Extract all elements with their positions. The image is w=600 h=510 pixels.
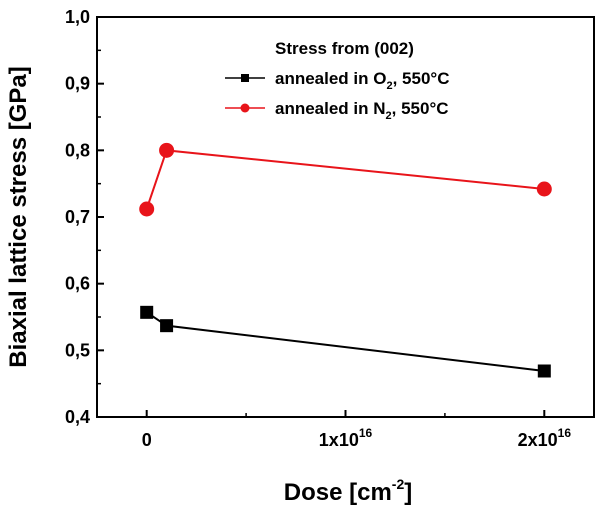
legend-label-o2-post: , 550°C: [393, 69, 450, 88]
x-axis-title-main: Dose [cm: [284, 479, 392, 506]
data-point: [159, 142, 175, 158]
legend-marker-o2: [241, 74, 249, 82]
x-tick-exponent: 16: [558, 426, 572, 440]
legend-marker-n2: [240, 103, 250, 113]
axis-ticks: [97, 16, 546, 418]
y-tick-label: 1,0: [65, 7, 90, 27]
series-lines: [145, 149, 545, 372]
data-point: [139, 201, 155, 217]
x-axis-title: Dose [cm-2]: [284, 476, 413, 506]
x-axis-title-sup: -2: [392, 476, 405, 492]
x-tick-label: 0: [142, 430, 152, 450]
y-tick-label: 0,5: [65, 340, 90, 360]
x-tick-base: 2x10: [518, 430, 558, 450]
x-tick-label: 1x1016: [319, 426, 373, 450]
legend-title: Stress from (002): [275, 39, 414, 58]
y-tick-label: 0,8: [65, 140, 90, 160]
data-point: [537, 364, 551, 378]
data-point: [160, 319, 174, 333]
x-tick-label: 2x1016: [518, 426, 572, 450]
legend-label-o2-pre: annealed in O: [275, 69, 386, 88]
data-point: [140, 305, 154, 319]
legend-label-n2-post: , 550°C: [392, 99, 449, 118]
y-tick-label: 0,7: [65, 207, 90, 227]
legend-label-o2: annealed in O2, 550°C: [275, 69, 450, 92]
series-line-1: [145, 149, 545, 210]
x-tick-exponent: 16: [359, 426, 373, 440]
series-markers: [139, 142, 552, 378]
legend-label-n2-sub: 2: [386, 110, 392, 122]
legend: Stress from (002) annealed in O2, 550°C …: [225, 39, 450, 122]
x-tick-base: 1x10: [319, 430, 359, 450]
y-tick-labels: 0,4 0,5 0,6 0,7 0,8 0,9 1,0: [65, 7, 90, 427]
legend-label-o2-sub: 2: [386, 80, 392, 92]
x-tick-labels: 0 1x1016 2x1016: [142, 426, 572, 450]
x-tick-base: 0: [142, 430, 152, 450]
legend-label-n2: annealed in N2, 550°C: [275, 99, 449, 122]
x-axis-title-end: ]: [404, 479, 412, 506]
data-point: [536, 181, 552, 197]
y-tick-label: 0,6: [65, 274, 90, 294]
y-tick-label: 0,9: [65, 74, 90, 94]
series-line-0: [146, 311, 545, 372]
y-tick-label: 0,4: [65, 407, 90, 427]
y-axis-title: Biaxial lattice stress [GPa]: [5, 66, 32, 367]
legend-label-n2-pre: annealed in N: [275, 99, 386, 118]
